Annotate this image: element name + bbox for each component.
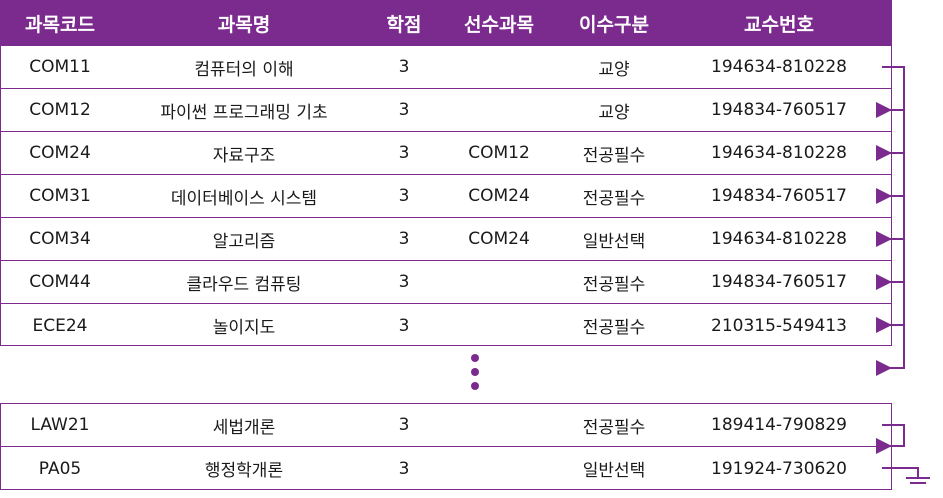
cell-category: 일반선택 — [582, 231, 646, 252]
cell-credit: 3 — [398, 315, 410, 336]
cell-credit: 3 — [398, 229, 410, 249]
cell-professor-id: 194634-810228 — [711, 229, 847, 249]
cell-professor-id: 210315-549413 — [711, 315, 847, 336]
table-header: 과목코드 과목명 학점 선수과목 이수구분 교수번호 — [1, 1, 891, 46]
table-row: COM31 데이터베이스 시스템 3 COM24 전공필수 194834-760517 — [1, 175, 891, 218]
header-credit: 학점 — [386, 13, 422, 36]
cell-course-name: 알고리즘 — [212, 231, 276, 252]
cell-course-code: COM11 — [29, 57, 91, 77]
header-category: 이수구분 — [579, 13, 649, 36]
table-row: LAW21 세법개론 3 전공필수 189414-790829 — [1, 404, 891, 447]
cell-category: 전공필수 — [582, 318, 646, 338]
cell-professor-id: 194634-810228 — [711, 57, 847, 77]
cell-credit: 3 — [398, 57, 410, 77]
pointer-arrow — [876, 424, 905, 454]
cell-category: 전공필수 — [582, 417, 646, 438]
table-row: COM44 클라우드 컴퓨팅 3 전공필수 194834-760517 — [1, 261, 891, 304]
cell-prerequisite: COM12 — [468, 143, 530, 163]
header-course-name: 과목명 — [217, 13, 271, 36]
course-table-bottom: LAW21 세법개론 3 전공필수 189414-790829 PA05 행정학개론 3 일반선… — [0, 403, 892, 490]
table-row: ECE24 놀이지도 3 전공필수 210315-549413 — [1, 304, 891, 347]
cell-credit: 3 — [398, 100, 410, 120]
pointer-arrow — [876, 281, 905, 333]
cell-professor-id: 194834-760517 — [711, 272, 847, 292]
cell-professor-id: 191924-730620 — [711, 458, 847, 479]
cell-category: 전공필수 — [582, 274, 646, 295]
pointer-arrow — [876, 195, 905, 247]
cell-course-code: COM24 — [29, 143, 91, 163]
table-row: COM11 컴퓨터의 이해 3 교양 194634-810228 — [1, 46, 891, 89]
cell-professor-id: 194834-760517 — [711, 100, 847, 120]
pointer-arrow — [876, 109, 905, 161]
pointer-arrow — [876, 238, 905, 290]
cell-course-code: ECE24 — [32, 315, 88, 336]
cell-category: 전공필수 — [582, 145, 646, 166]
cell-course-code: COM34 — [29, 229, 91, 249]
header-course-code: 과목코드 — [25, 13, 95, 36]
table-row: COM24 자료구조 3 COM12 전공필수 194634-810228 — [1, 132, 891, 175]
cell-credit: 3 — [398, 415, 410, 435]
cell-course-code: COM31 — [29, 186, 91, 206]
cell-professor-id: 189414-790829 — [711, 415, 847, 435]
course-table-top: 과목코드 과목명 학점 선수과목 이수구분 교수번호 COM11 컴퓨터의 이해 3… — [0, 0, 892, 346]
pointer-arrow — [876, 152, 905, 204]
cell-credit: 3 — [398, 186, 410, 206]
cell-course-name: 세법개론 — [212, 417, 276, 438]
cell-category: 일반선택 — [582, 461, 646, 481]
table-row: PA05 행정학개론 3 일반선택 191924-730620 — [1, 447, 891, 490]
cell-course-code: COM12 — [29, 100, 91, 120]
cell-course-code: LAW21 — [30, 415, 90, 435]
cell-course-name: 자료구조 — [212, 145, 276, 166]
cell-professor-id: 194834-760517 — [711, 186, 847, 206]
pointer-arrow — [876, 66, 905, 118]
cell-course-name: 놀이지도 — [212, 318, 276, 338]
cell-category: 교양 — [598, 59, 630, 80]
ellipsis-vertical-icon — [468, 354, 482, 396]
cell-category: 전공필수 — [582, 188, 646, 209]
cell-course-name: 클라우드 컴퓨팅 — [186, 274, 302, 295]
table-row: COM34 알고리즘 3 COM24 일반선택 194634-810228 — [1, 218, 891, 261]
pointer-arrow — [876, 324, 905, 376]
cell-credit: 3 — [398, 272, 410, 292]
cell-credit: 3 — [398, 143, 410, 163]
header-professor-id: 교수번호 — [744, 13, 814, 36]
cell-course-name: 컴퓨터의 이해 — [194, 59, 294, 80]
cell-credit: 3 — [398, 458, 410, 479]
cell-course-name: 행정학개론 — [204, 461, 284, 481]
cell-category: 교양 — [598, 102, 630, 123]
cell-course-name: 데이터베이스 시스템 — [170, 188, 318, 209]
header-prerequisite: 선수과목 — [464, 13, 534, 36]
cell-course-name: 파이썬 프로그래밍 기초 — [160, 102, 328, 123]
table-row: COM12 파이썬 프로그래밍 기초 3 교양 194834-760517 — [1, 89, 891, 132]
cell-prerequisite: COM24 — [468, 229, 530, 249]
cell-professor-id: 194634-810228 — [711, 143, 847, 163]
null-terminator-icon — [882, 467, 930, 484]
cell-course-code: PA05 — [38, 458, 82, 479]
cell-course-code: COM44 — [29, 272, 91, 292]
cell-prerequisite: COM24 — [468, 186, 530, 206]
